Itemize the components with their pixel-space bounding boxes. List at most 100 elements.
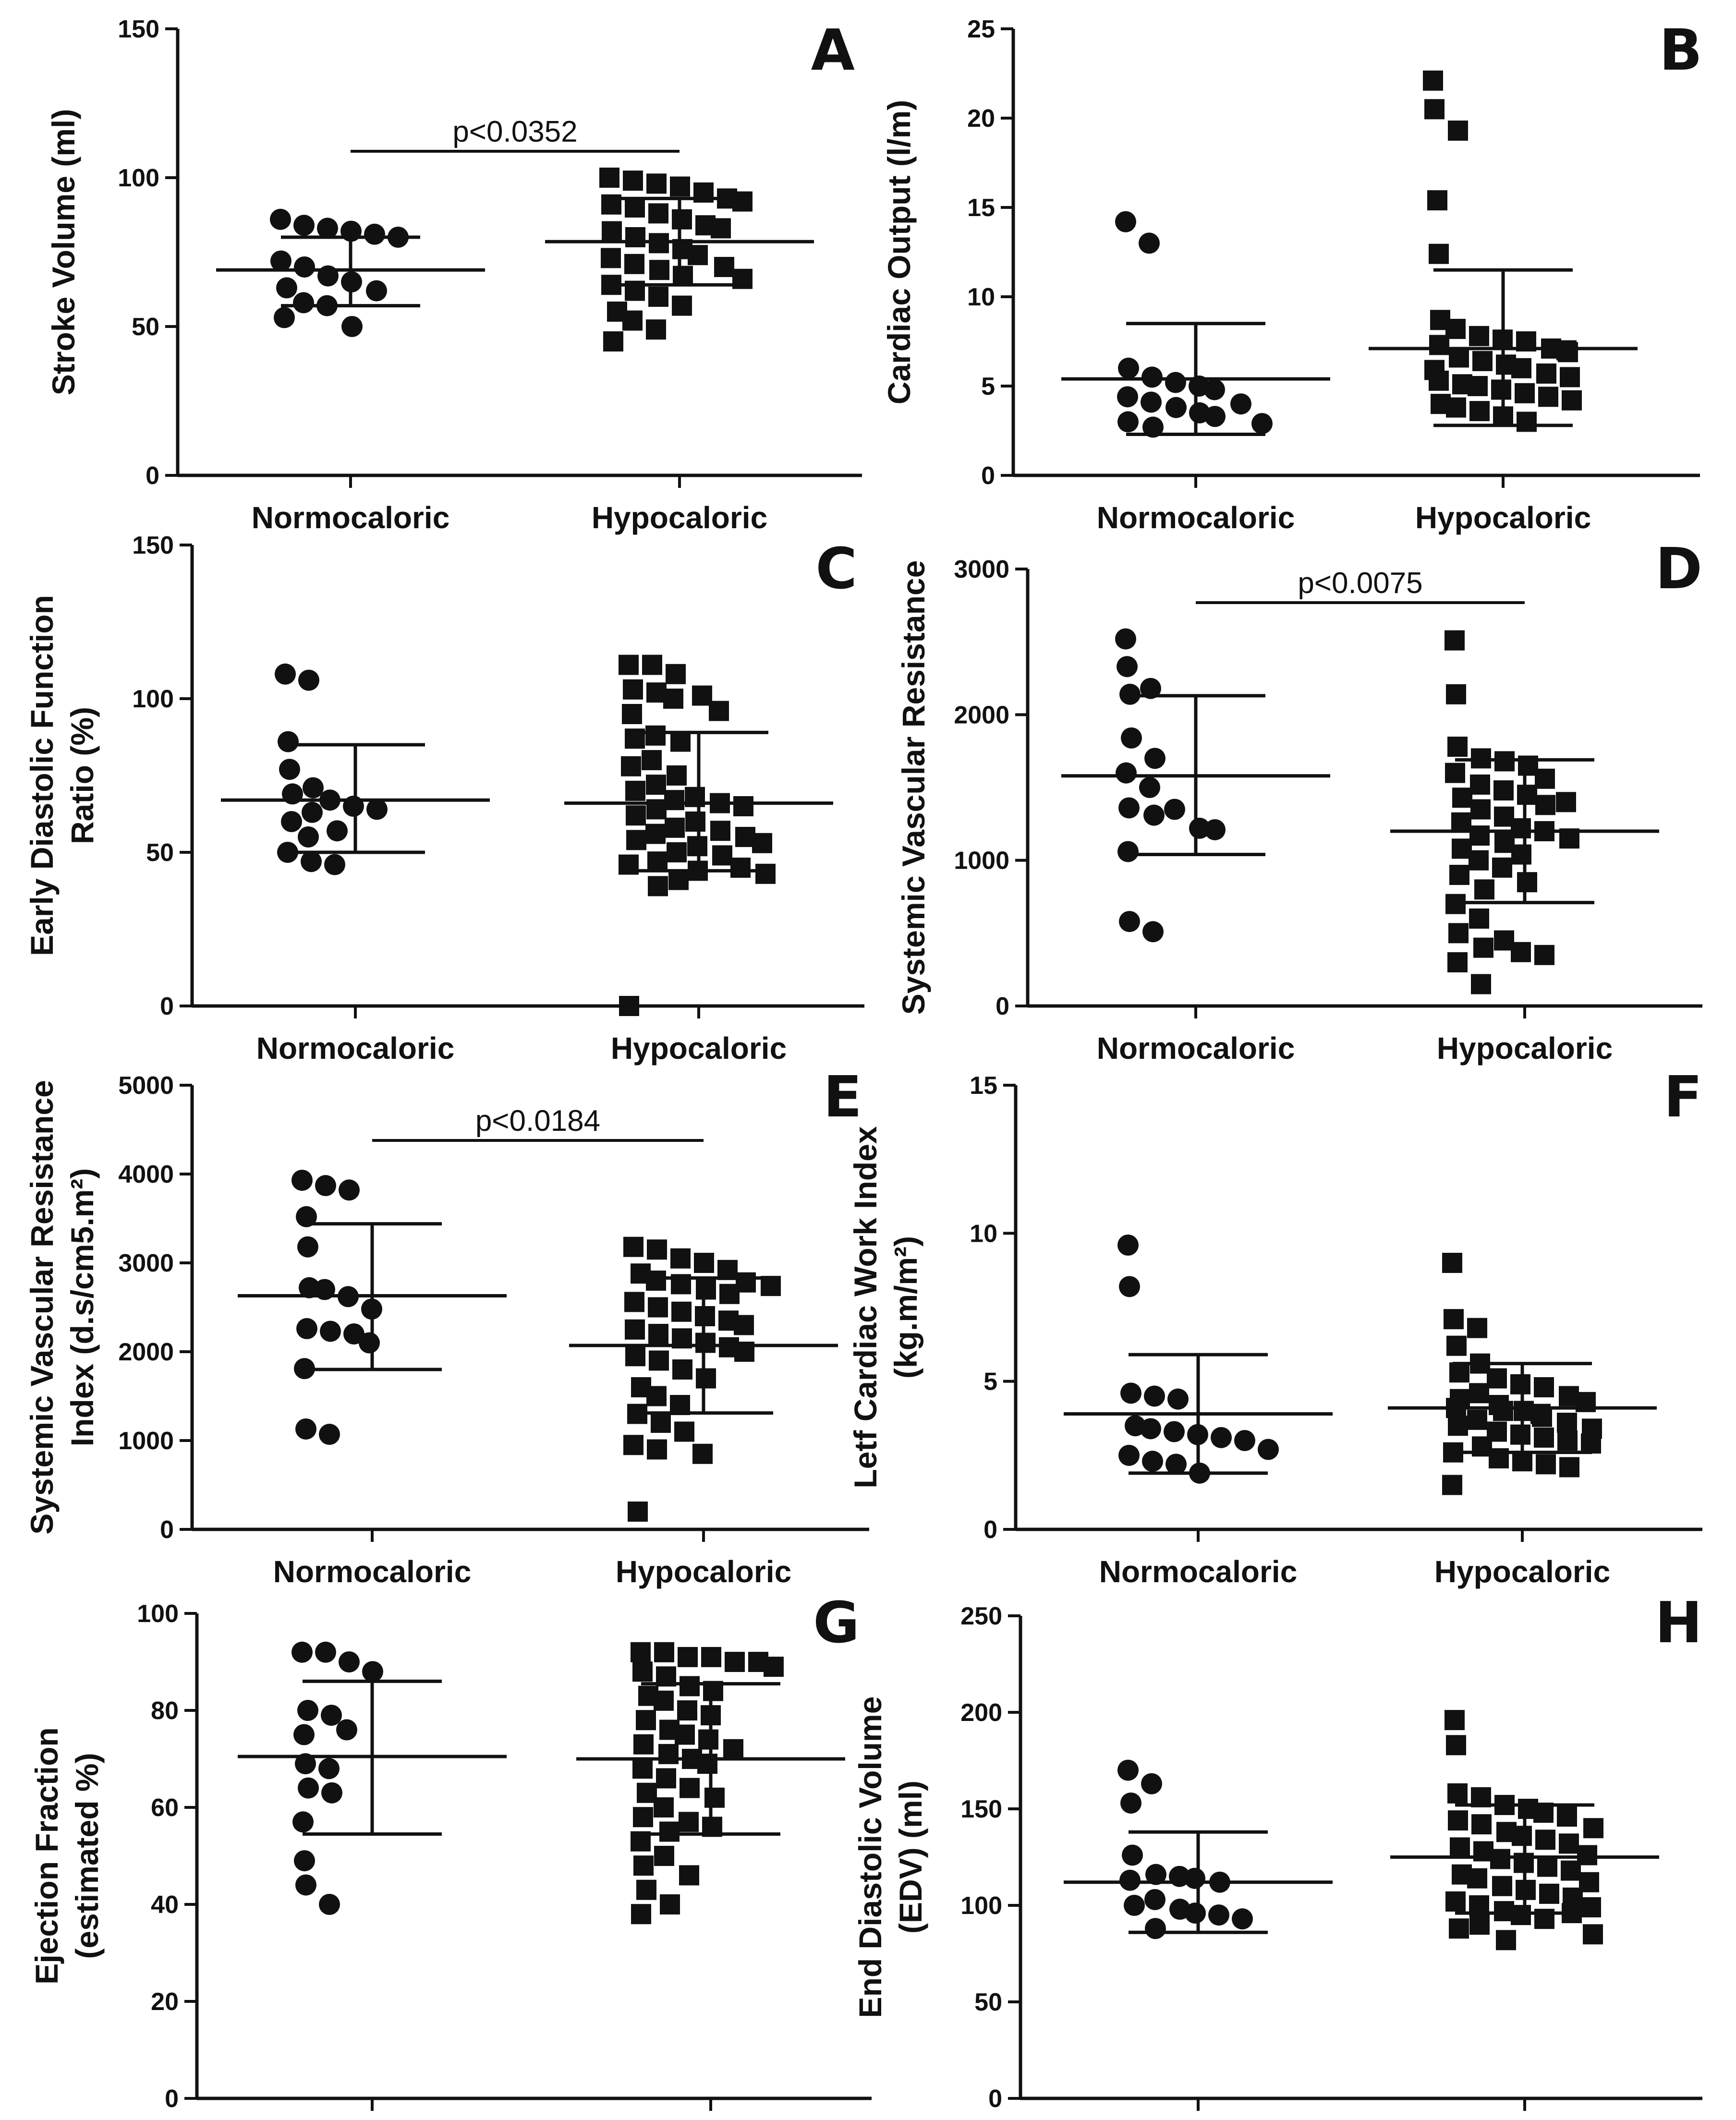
data-point	[1446, 684, 1466, 704]
data-point	[625, 197, 645, 218]
x-category-label: Normocaloric	[273, 1554, 472, 1589]
data-point	[1515, 383, 1535, 403]
data-point	[1470, 799, 1491, 820]
x-category-label: Normocaloric	[256, 1031, 455, 1066]
data-point	[1469, 401, 1490, 422]
data-point	[1251, 413, 1273, 435]
data-point	[623, 679, 643, 700]
data-point	[296, 1318, 317, 1339]
data-point	[1230, 393, 1251, 415]
data-point	[1234, 1430, 1255, 1451]
data-point	[623, 1236, 643, 1257]
data-point	[723, 1739, 743, 1759]
data-point	[1442, 1253, 1462, 1273]
data-point	[1493, 780, 1514, 801]
data-point	[1204, 379, 1225, 400]
data-point	[336, 1719, 357, 1741]
data-point	[278, 731, 299, 752]
data-point	[1471, 974, 1491, 994]
data-point	[755, 863, 776, 884]
data-point	[298, 669, 319, 691]
data-point	[628, 1502, 648, 1522]
data-point	[1535, 768, 1555, 789]
data-point	[1517, 872, 1537, 893]
data-point	[632, 1758, 653, 1779]
data-point	[670, 1248, 691, 1269]
series-normocaloric	[238, 1641, 507, 1915]
data-point	[673, 266, 693, 286]
data-point	[626, 830, 646, 850]
data-point	[293, 1724, 315, 1745]
data-point	[645, 725, 666, 746]
data-point	[1538, 387, 1558, 407]
panel-letter: B	[1659, 17, 1702, 83]
data-point	[339, 1179, 360, 1201]
data-point	[672, 295, 692, 316]
data-point	[710, 821, 730, 841]
data-point	[678, 1647, 698, 1667]
series-normocaloric	[216, 208, 485, 337]
data-point	[1473, 937, 1493, 958]
data-point	[764, 1657, 784, 1677]
data-point	[656, 1768, 676, 1789]
data-point	[302, 801, 323, 823]
data-point	[1492, 857, 1512, 878]
data-point	[1144, 748, 1165, 769]
data-point	[1142, 416, 1164, 438]
data-point	[1117, 656, 1138, 678]
data-point	[293, 292, 314, 314]
data-point	[674, 1421, 694, 1442]
series-hypocaloric	[1369, 70, 1638, 432]
data-point	[633, 1807, 653, 1828]
data-point	[1532, 1406, 1552, 1427]
data-point	[1467, 1868, 1487, 1889]
data-point	[624, 254, 644, 274]
y-tick-label: 150	[132, 532, 174, 559]
data-point	[324, 854, 345, 875]
data-point	[364, 223, 385, 245]
data-point	[621, 756, 641, 776]
data-point	[667, 842, 687, 862]
data-point	[1429, 335, 1449, 355]
data-point	[1119, 1869, 1141, 1891]
data-point	[1559, 1833, 1579, 1854]
data-point	[625, 781, 645, 801]
data-point	[1118, 357, 1139, 379]
x-category-label: Hypocaloric	[1434, 1554, 1610, 1589]
data-point	[1115, 628, 1136, 650]
data-point	[667, 765, 687, 786]
data-point	[636, 1879, 656, 1900]
data-point	[646, 1271, 666, 1291]
y-axis-title: Cardiac Output (l/m)	[881, 100, 917, 404]
data-point	[712, 845, 732, 866]
data-point	[1141, 366, 1163, 388]
panel-c: 0 50 100 150 Normocaloric Hypocaloric Early Di…	[24, 532, 864, 1066]
panel-letter: G	[813, 1589, 860, 1656]
data-point	[1139, 777, 1160, 798]
data-point	[654, 1642, 674, 1662]
data-point	[636, 1710, 656, 1731]
y-axis-title: (EDV) (ml)	[893, 1781, 928, 1934]
y-axis-title: (kg.m/m²)	[888, 1236, 923, 1379]
data-point	[701, 1647, 721, 1667]
data-point	[294, 1850, 315, 1872]
y-tick-label: 2000	[118, 1338, 174, 1366]
data-point	[270, 250, 291, 272]
data-point	[298, 1777, 319, 1799]
data-point	[1140, 1418, 1161, 1440]
series-normocaloric	[1064, 1759, 1333, 1939]
data-point	[1117, 1235, 1139, 1256]
x-category-label: Hypocaloric	[1415, 500, 1591, 535]
panel-letter: E	[823, 1064, 862, 1130]
data-point	[601, 248, 621, 268]
data-point	[1445, 1891, 1466, 1912]
data-point	[1581, 1433, 1601, 1454]
data-point	[1449, 347, 1469, 368]
x-category-label: Normocaloric	[1097, 1031, 1295, 1066]
data-point	[649, 260, 669, 280]
data-point	[320, 1320, 341, 1342]
data-point	[339, 1651, 360, 1672]
series-hypocaloric	[569, 1236, 838, 1522]
y-axis-title: Systemic Vascular Resistance	[24, 1080, 60, 1535]
data-point	[647, 1439, 667, 1460]
